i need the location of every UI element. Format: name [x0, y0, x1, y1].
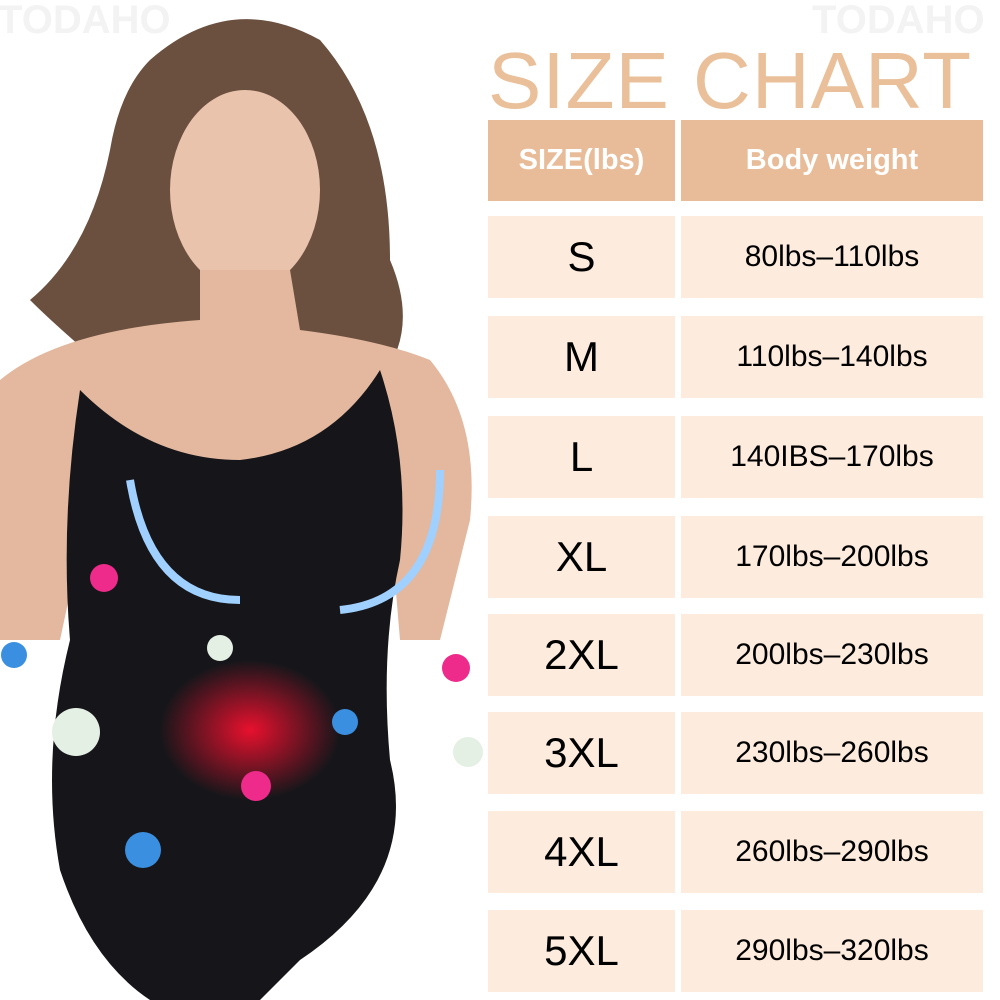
face: [170, 90, 320, 290]
skin: [0, 270, 472, 640]
weight-cell: 80lbs–110lbs: [681, 216, 983, 298]
weight-cell: 290lbs–320lbs: [681, 910, 983, 992]
plus-bubble: [90, 564, 118, 592]
header-size: SIZE(lbs): [488, 120, 675, 201]
minus-bubble: [332, 709, 358, 735]
weight-cell: 260lbs–290lbs: [681, 811, 983, 893]
plus-bubble: [241, 771, 271, 801]
size-cell: L: [488, 416, 675, 498]
header-body-weight: Body weight: [681, 120, 983, 201]
weight-cell: 140IBS–170lbs: [681, 416, 983, 498]
size-cell: 2XL: [488, 614, 675, 696]
herb-bubble: [52, 708, 100, 756]
plus-bubble: [442, 654, 470, 682]
page-title: SIZE CHART: [488, 36, 973, 125]
heat-glow: [160, 660, 340, 800]
model-photo: [0, 19, 483, 1000]
lift-arrow-right: [339, 469, 444, 614]
size-cell: M: [488, 316, 675, 398]
minus-bubble: [125, 832, 161, 868]
weight-cell: 200lbs–230lbs: [681, 614, 983, 696]
herb-bubble: [453, 737, 483, 767]
minus-bubble: [1, 642, 27, 668]
size-cell: XL: [488, 516, 675, 598]
weight-cell: 110lbs–140lbs: [681, 316, 983, 398]
watermark: TODAHO: [812, 0, 985, 40]
lift-arrow-left: [126, 479, 241, 604]
size-cell: S: [488, 216, 675, 298]
weight-cell: 230lbs–260lbs: [681, 712, 983, 794]
weight-cell: 170lbs–200lbs: [681, 516, 983, 598]
herb-bubble: [207, 635, 233, 661]
size-cell: 3XL: [488, 712, 675, 794]
size-cell: 5XL: [488, 910, 675, 992]
watermark: TODAHO: [0, 0, 171, 40]
size-cell: 4XL: [488, 811, 675, 893]
